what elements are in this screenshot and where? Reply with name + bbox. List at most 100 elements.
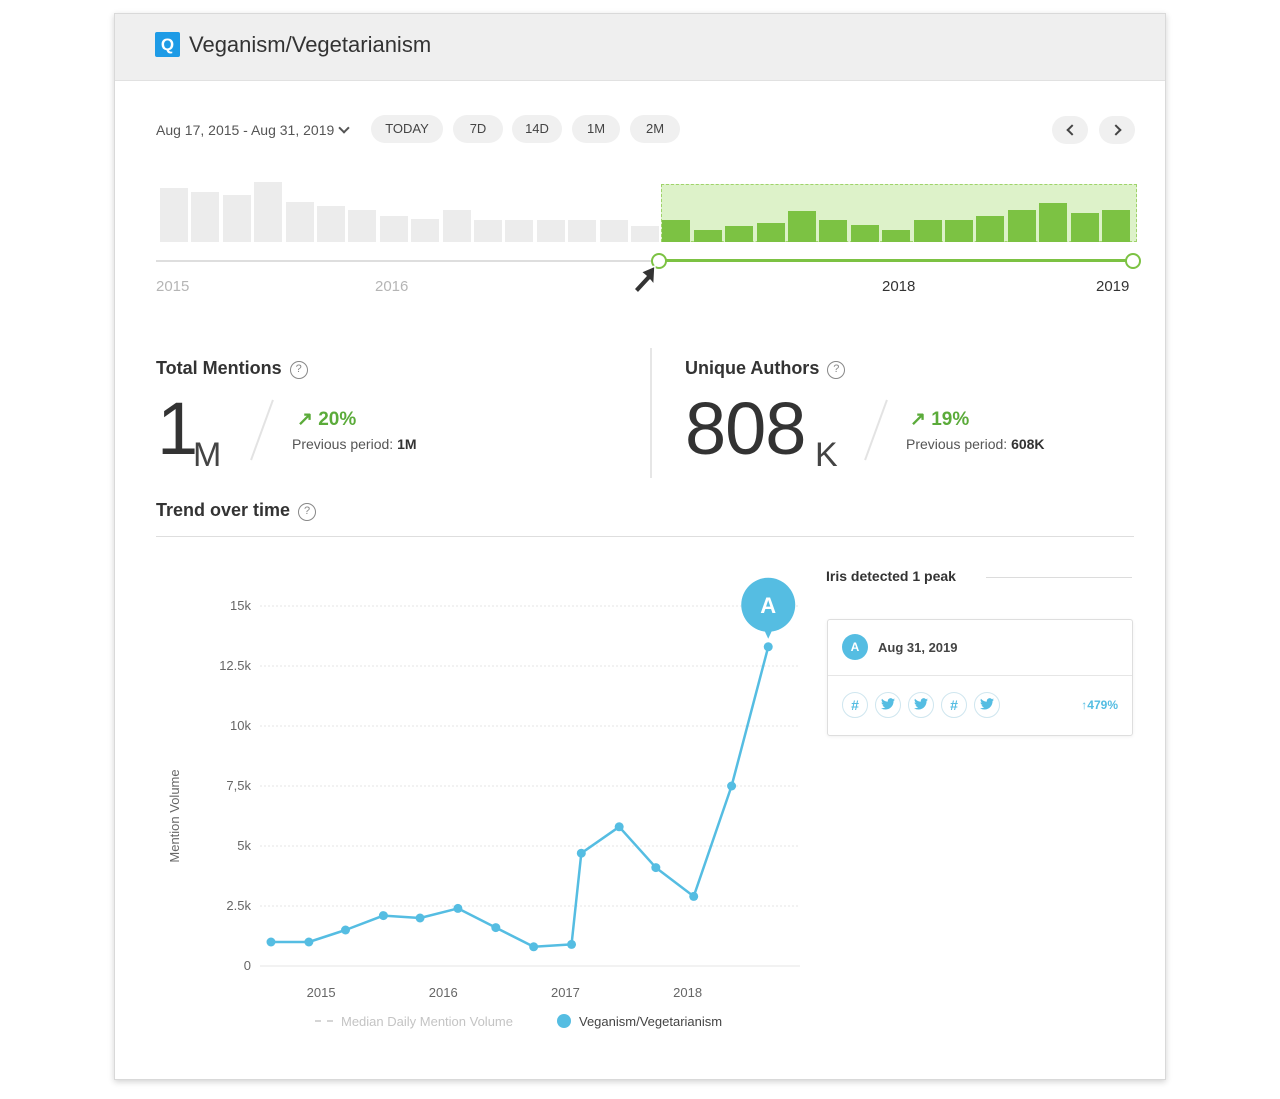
- previous-period-value: 1M: [397, 436, 417, 452]
- previous-period-label: Previous period:: [906, 436, 1008, 452]
- timeline-bar: [474, 220, 502, 242]
- timeline-selected-axis: [661, 259, 1135, 262]
- timeline-bar: [725, 226, 753, 242]
- timeline-bar: [286, 202, 314, 242]
- timeline-bar: [631, 226, 659, 242]
- total-mentions-unit: M: [193, 436, 222, 474]
- previous-period-value: 608K: [1011, 436, 1045, 452]
- hashtag-icon[interactable]: #: [941, 692, 967, 718]
- legend-median-label: Median Daily Mention Volume: [341, 1014, 513, 1029]
- help-icon[interactable]: ?: [289, 361, 308, 379]
- next-period-button[interactable]: [1099, 116, 1135, 144]
- x-tick-label: 2018: [673, 985, 702, 1000]
- total-mentions-label: Total Mentions?: [156, 358, 308, 379]
- total-mentions-value: 1: [157, 387, 198, 470]
- unique-authors-unit: K: [815, 436, 838, 474]
- unique-authors-value: 808: [685, 387, 806, 470]
- timeline-bar: [505, 220, 533, 242]
- series-dot-icon: [557, 1014, 571, 1028]
- trend-line-chart[interactable]: 0 2.5k 5k 7,5k 10k 12.5k 15k 2015 2016 2017 2018 Me…: [115, 554, 815, 1014]
- card-header: Q Veganism/Vegetarianism: [115, 14, 1165, 81]
- help-icon[interactable]: ?: [298, 503, 317, 521]
- timeline-bar: [1039, 203, 1067, 242]
- data-point: [763, 642, 773, 652]
- data-point: [304, 937, 314, 947]
- mouse-cursor-icon: [633, 265, 656, 294]
- timeline-bar: [788, 211, 816, 242]
- timeline-bar: [254, 182, 282, 242]
- range-today-button[interactable]: TODAY: [371, 115, 443, 143]
- data-point: [651, 863, 661, 873]
- y-tick-label: 0: [244, 958, 251, 973]
- data-point: [491, 923, 501, 933]
- data-point: [529, 942, 539, 952]
- total-mentions-change-value: 20%: [318, 409, 357, 430]
- x-tick-label: 2017: [551, 985, 580, 1000]
- total-mentions-previous: Previous period: 1M: [292, 436, 417, 452]
- previous-period-button[interactable]: [1052, 116, 1088, 144]
- y-tick-label: 10k: [230, 718, 251, 733]
- metric-separator: [864, 399, 888, 461]
- twitter-icon[interactable]: [974, 692, 1000, 718]
- app-logo: Q: [155, 32, 180, 57]
- twitter-icon[interactable]: [908, 692, 934, 718]
- timeline-bar: [411, 219, 439, 242]
- total-mentions-title: Total Mentions: [156, 358, 282, 378]
- total-mentions-change: ↗ 20%: [297, 408, 356, 431]
- peak-change-value: 479%: [1087, 698, 1118, 712]
- dashboard-card: Q Veganism/Vegetarianism Aug 17, 2015 - …: [114, 13, 1166, 1080]
- range-1m-button[interactable]: 1M: [572, 115, 620, 143]
- timeline-brush[interactable]: 2015 2016 2018 2019: [115, 164, 1167, 314]
- data-point: [453, 903, 463, 913]
- data-point: [689, 891, 699, 901]
- arrow-up-right-icon: ↗: [910, 409, 926, 430]
- timeline-year-label: 2016: [375, 278, 409, 295]
- peak-change: ↑479%: [1081, 698, 1118, 712]
- dashed-line-icon: [315, 1020, 333, 1022]
- peak-card-divider: [828, 675, 1132, 676]
- timeline-bar: [1102, 210, 1130, 242]
- timeline-bar: [537, 220, 565, 242]
- unique-authors-previous: Previous period: 608K: [906, 436, 1045, 452]
- timeline-bar: [914, 220, 942, 242]
- chevron-right-icon: [1109, 124, 1122, 136]
- previous-period-label: Previous period:: [292, 436, 394, 452]
- range-2m-button[interactable]: 2M: [630, 115, 680, 143]
- help-icon[interactable]: ?: [827, 361, 846, 379]
- timeline-bar: [191, 192, 219, 242]
- range-7d-button[interactable]: 7D: [453, 115, 503, 143]
- timeline-bar: [694, 230, 722, 242]
- data-point: [378, 911, 388, 921]
- date-range-picker[interactable]: Aug 17, 2015 - Aug 31, 2019: [156, 122, 350, 138]
- timeline-start-handle[interactable]: [651, 253, 667, 269]
- y-tick-label: 12.5k: [219, 658, 251, 673]
- peaks-title: Iris detected 1 peak: [826, 568, 956, 584]
- y-tick-label: 5k: [237, 838, 251, 853]
- unique-authors-change: ↗ 19%: [910, 408, 969, 431]
- timeline-bar: [819, 220, 847, 242]
- y-tick-label: 15k: [230, 598, 251, 613]
- data-point: [567, 939, 577, 949]
- timeline-bar: [348, 210, 376, 242]
- range-14d-button[interactable]: 14D: [512, 115, 562, 143]
- chevron-down-icon: [338, 122, 350, 134]
- timeline-end-handle[interactable]: [1125, 253, 1141, 269]
- timeline-bar: [976, 216, 1004, 242]
- timeline-bar: [160, 188, 188, 242]
- legend-series[interactable]: Veganism/Vegetarianism: [557, 1014, 722, 1029]
- timeline-bar: [851, 225, 879, 242]
- metrics-divider: [650, 348, 652, 478]
- data-point: [727, 781, 737, 791]
- timeline-bar: [882, 230, 910, 242]
- hashtag-icon[interactable]: #: [842, 692, 868, 718]
- arrow-up-icon: ↑: [1081, 698, 1088, 712]
- timeline-bar: [223, 195, 251, 242]
- peak-badge: A: [842, 634, 868, 660]
- timeline-bar: [662, 220, 690, 242]
- timeline-bar: [443, 210, 471, 242]
- peak-card[interactable]: A Aug 31, 2019 # # ↑479%: [827, 619, 1133, 736]
- legend-median[interactable]: Median Daily Mention Volume: [315, 1014, 513, 1029]
- peak-marker-label: A: [760, 593, 776, 618]
- unique-authors-label: Unique Authors?: [685, 358, 846, 379]
- twitter-icon[interactable]: [875, 692, 901, 718]
